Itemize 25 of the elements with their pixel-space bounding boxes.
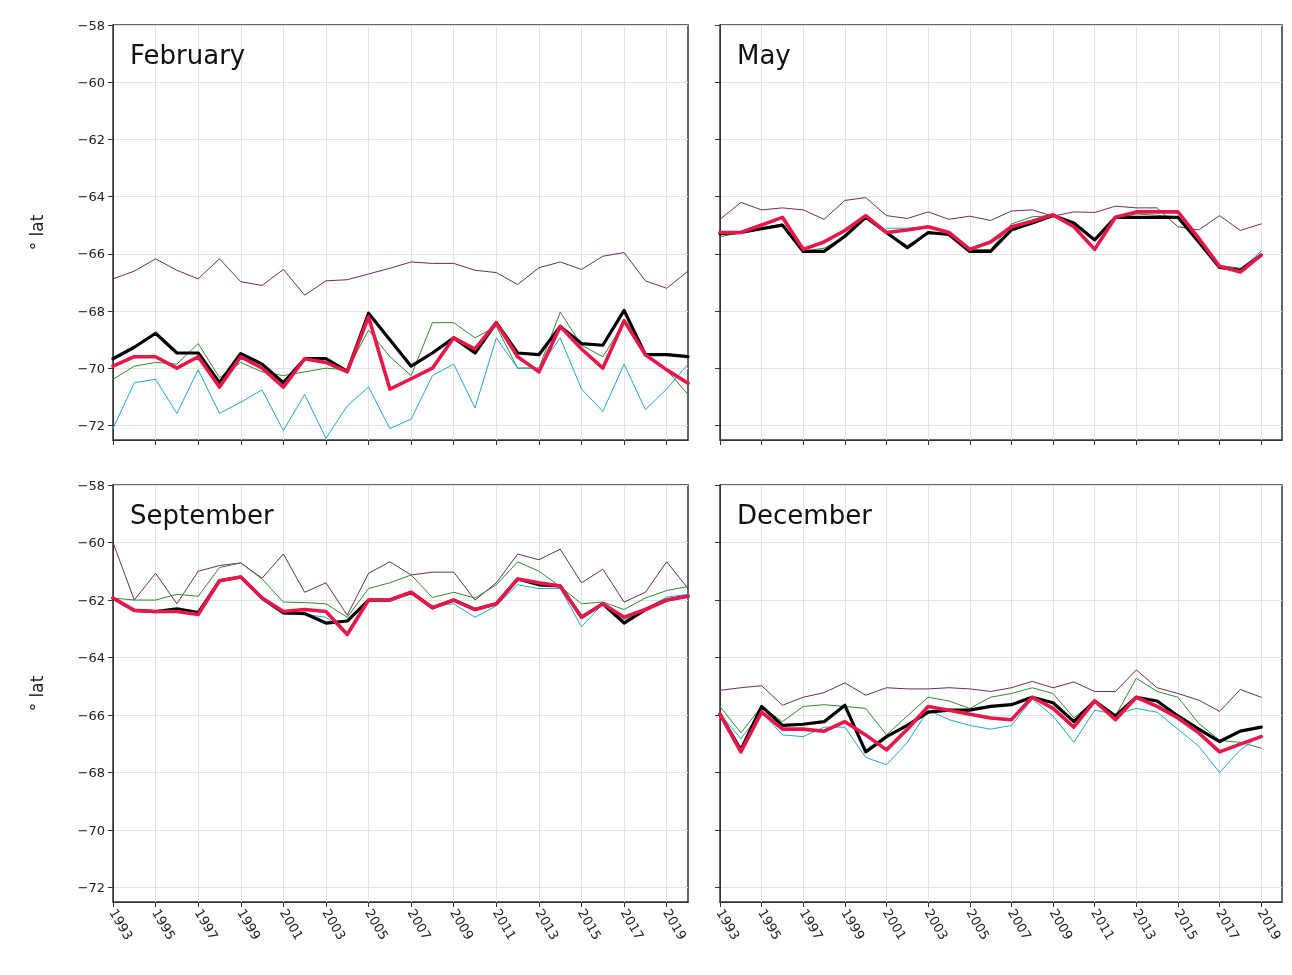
y-tick-label: −64 xyxy=(77,189,105,205)
line-series xyxy=(111,575,690,637)
text: December xyxy=(737,500,873,530)
y-tick-label: −60 xyxy=(77,74,105,90)
y-tick-label: −70 xyxy=(77,822,105,838)
y-tick-label: −62 xyxy=(77,131,105,147)
y-tick-label: −64 xyxy=(77,650,105,666)
text: May xyxy=(737,40,791,70)
line-series xyxy=(112,542,689,616)
y-tick-label: −58 xyxy=(77,17,105,33)
y-axis-title: ° lat xyxy=(26,214,47,251)
y-tick-label: −68 xyxy=(77,765,105,781)
y-tick-label: −66 xyxy=(77,707,105,723)
y-tick-label: −66 xyxy=(77,246,105,262)
y-tick-label: −70 xyxy=(77,360,105,376)
line-series xyxy=(112,252,689,296)
text: February xyxy=(130,40,246,70)
y-tick-label: −72 xyxy=(77,880,105,896)
y-tick-label: −72 xyxy=(77,418,105,434)
y-tick-label: −68 xyxy=(77,303,105,319)
text: September xyxy=(130,500,275,530)
y-tick-label: −60 xyxy=(77,535,105,551)
y-tick-label: −62 xyxy=(77,592,105,608)
y-axis-title: ° lat xyxy=(26,675,47,712)
y-tick-label: −58 xyxy=(77,477,105,493)
